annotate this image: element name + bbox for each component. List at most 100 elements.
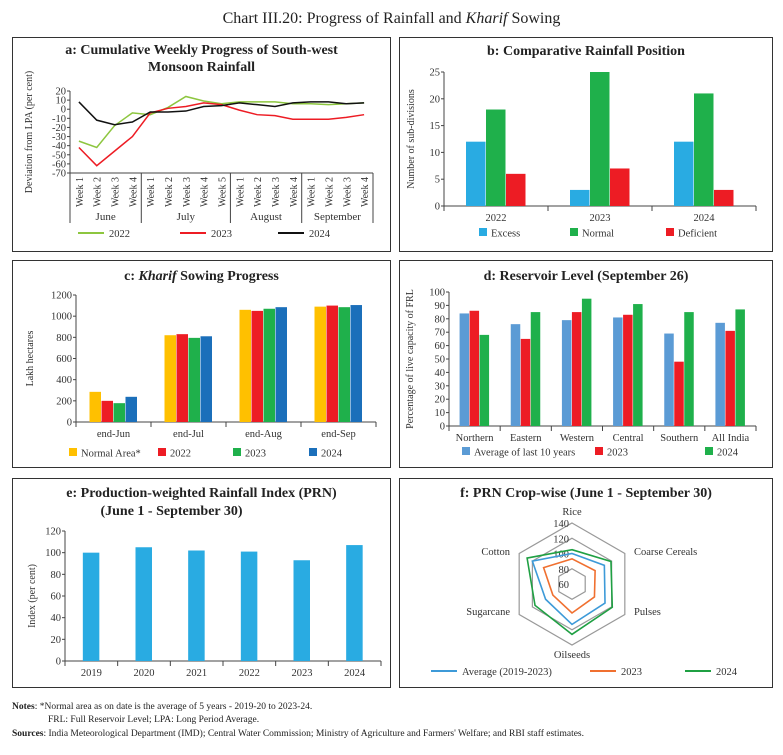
bar-2022-Normal <box>486 109 506 206</box>
x-tick-label: Week 5 <box>218 177 229 207</box>
y-tick-label: 0 <box>56 657 61 668</box>
legend-label: Deficient <box>678 229 717 240</box>
bar-Eastern-2023 <box>520 338 531 426</box>
bar-Central-Average of last 10 years <box>613 317 623 426</box>
line-2022 <box>78 95 365 149</box>
x-tick-label: 2023 <box>292 668 313 679</box>
bar-end-Sep-2023 <box>338 307 350 422</box>
x-tick-label: Week 3 <box>182 177 193 207</box>
radar-axis-label: Cotton <box>481 547 510 558</box>
bar-Southern-2024 <box>684 312 694 426</box>
x-tick-label: Week 3 <box>271 177 282 207</box>
bar-2023-Deficient <box>610 168 630 206</box>
notes-label: Notes <box>12 702 35 712</box>
bar-end-Jun-2023 <box>113 403 125 422</box>
x-tick-label: Eastern <box>510 433 542 444</box>
y-tick-label: 25 <box>430 68 441 79</box>
chart-svg: 0 5 10 15 20 25 Number of sub-divisions 2022 202… <box>406 68 757 240</box>
y-tick-label: 10 <box>430 148 441 159</box>
radar-series-2023 <box>542 557 596 615</box>
y-tick-label: 20 <box>51 635 62 646</box>
x-tick-label: Central <box>613 433 644 444</box>
title-italic: Kharif <box>465 10 508 27</box>
legend-label: 2023 <box>211 229 232 240</box>
bar-2022-Excess <box>466 141 486 206</box>
y-tick-label: -20 <box>52 123 66 134</box>
legend-swatch <box>479 228 487 236</box>
legend-swatch <box>158 448 166 456</box>
bar-All India-2024 <box>735 309 745 426</box>
y-tick-label: 0 <box>440 422 445 433</box>
radar-axis-label: Rice <box>562 507 582 518</box>
legend-label: 2022 <box>109 229 130 240</box>
bar-2019 <box>82 552 100 661</box>
x-tick-label: Week 1 <box>75 177 86 207</box>
bar-2023-Excess <box>570 189 590 206</box>
panel-b-rainfall-position: 0 5 10 15 20 25 Number of sub-divisions 2022 202… <box>399 37 773 252</box>
radar-grid <box>558 568 586 600</box>
y-tick-label: 80 <box>435 314 446 325</box>
x-tick-label: 2024 <box>694 213 716 224</box>
panel-c-kharif-sowing: 0 200 400 600 800 1000 1200 Lakh hectares end-Ju… <box>12 260 391 468</box>
panel-title: f: PRN Crop-wise (June 1 - September 30) <box>460 486 712 501</box>
chart-svg: 0 20 40 60 80 100 120 Index (per cent) 2019 2020 2… <box>27 527 382 679</box>
panel-title: c: Kharif Sowing Progress <box>13 268 390 285</box>
legend-label: Average (2019-2023) <box>462 667 552 678</box>
y-tick-label: 10 <box>56 96 67 107</box>
y-tick-label: 800 <box>56 333 72 344</box>
month-label: June <box>96 211 116 223</box>
x-tick-label: Week 2 <box>324 177 335 207</box>
bar-Northern-2024 <box>479 334 490 426</box>
y-tick-label: 20 <box>430 94 441 105</box>
y-tick-label: -60 <box>52 159 66 170</box>
y-tick-label: -50 <box>52 150 66 161</box>
panel-d-reservoir-level: 0 10 20 30 40 50 60 70 80 90 100 Percentage of live… <box>399 260 773 468</box>
legend-label: 2024 <box>321 449 343 460</box>
x-tick-label: 2024 <box>344 668 366 679</box>
panel-e-prn: 0 20 40 60 80 100 120 Index (per cent) 2019 2020 2… <box>12 478 391 688</box>
legend-swatch <box>595 447 603 455</box>
x-tick-label: 2022 <box>486 213 507 224</box>
x-tick-label: Week 4 <box>128 177 139 207</box>
bar-Western-2024 <box>581 298 592 426</box>
bar-end-Aug-2024 <box>275 307 287 422</box>
legend-label: 2022 <box>170 449 191 460</box>
bar-end-Jun-Normal Area* <box>89 391 101 422</box>
y-tick-label: 20 <box>56 87 67 98</box>
bar-Northern-Average of last 10 years <box>459 313 470 426</box>
month-label: August <box>250 211 282 223</box>
y-tick-label: 600 <box>56 354 72 365</box>
bar-Eastern-2024 <box>530 312 541 426</box>
bar-2024 <box>346 545 363 661</box>
bar-2023-Normal <box>590 72 610 206</box>
title-text: Chart III.20: Progress of Rainfall and <box>222 10 466 27</box>
radar-grid <box>518 522 626 646</box>
radar-tick-label: 140 <box>553 519 569 530</box>
x-tick-label: All India <box>712 433 750 444</box>
y-tick-label: 0 <box>435 202 440 213</box>
radar-series-2024 <box>526 548 614 636</box>
legend-swatch <box>309 448 317 456</box>
x-tick-label: Week 1 <box>307 177 318 207</box>
x-tick-label: Week 2 <box>253 177 264 207</box>
y-tick-label: 60 <box>51 592 62 603</box>
x-tick-label: Week 4 <box>200 177 211 207</box>
bar-end-Sep-Normal Area* <box>314 306 326 422</box>
y-tick-label: -30 <box>52 132 66 143</box>
x-tick-label: 2021 <box>186 668 207 679</box>
x-tick-label: Northern <box>456 433 495 444</box>
y-axis-label: Lakh hectares <box>25 330 36 386</box>
line-2023 <box>78 102 365 167</box>
panel-title: b: Comparative Rainfall Position <box>487 44 685 59</box>
panel-title: e: Production-weighted Rainfall Index (P… <box>66 486 337 501</box>
line-2024 <box>78 101 365 126</box>
y-tick-label: 120 <box>45 527 61 538</box>
legend-label: Normal Area* <box>81 449 141 460</box>
bar-2021 <box>188 550 205 661</box>
x-tick-label: 2019 <box>81 668 102 679</box>
radar-axis-label: Oilseeds <box>554 650 590 661</box>
x-tick-label: 2020 <box>134 668 155 679</box>
